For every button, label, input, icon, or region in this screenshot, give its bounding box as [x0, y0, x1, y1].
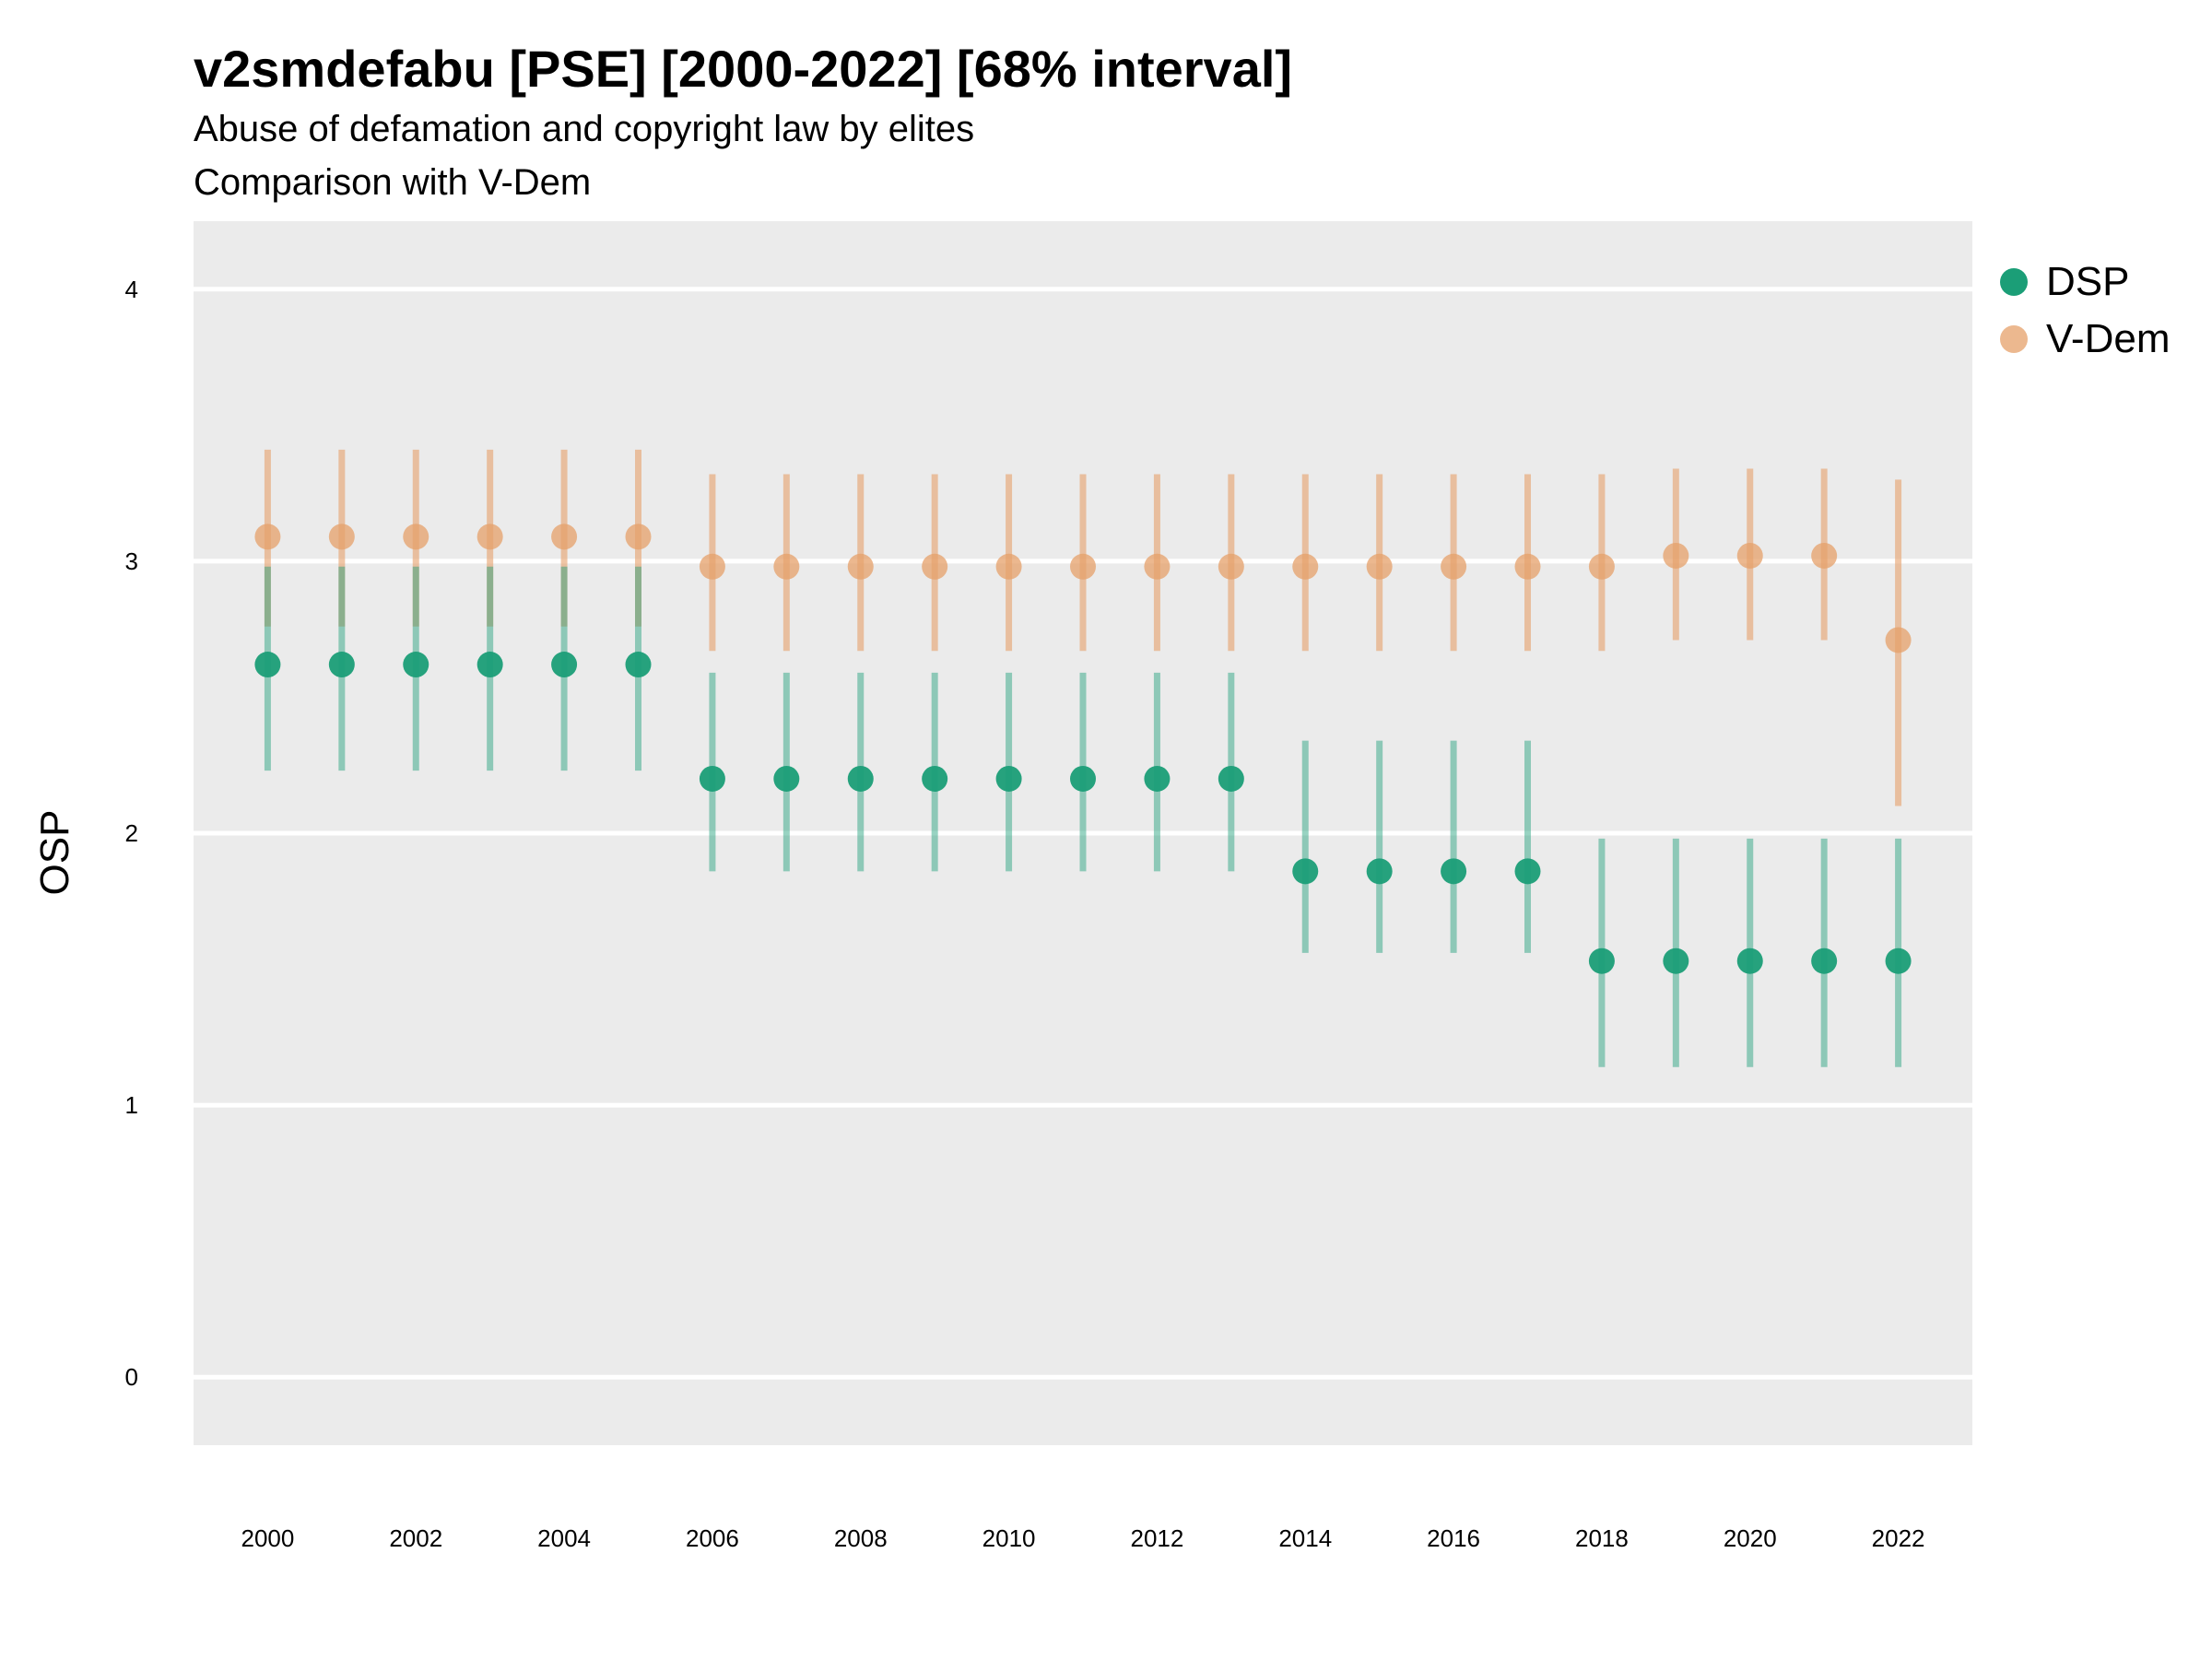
legend-key-dsp — [2000, 268, 2028, 296]
point-dsp-2011 — [1070, 765, 1096, 792]
point-dsp-2010 — [995, 765, 1022, 792]
y-tick-label-2: 2 — [125, 819, 138, 847]
x-tick-label-2012: 2012 — [1130, 1524, 1183, 1552]
point-dsp-2018 — [1588, 947, 1615, 974]
x-tick-label-2000: 2000 — [241, 1524, 294, 1552]
point-vdem-2003 — [477, 524, 503, 550]
x-tick-label-2006: 2006 — [686, 1524, 739, 1552]
point-dsp-2006 — [699, 765, 725, 792]
point-vdem-2006 — [699, 553, 725, 580]
point-vdem-2009 — [922, 553, 948, 580]
point-vdem-2007 — [773, 553, 800, 580]
x-tick-label-2008: 2008 — [834, 1524, 888, 1552]
point-vdem-2004 — [551, 524, 578, 550]
legend-item-vdem: V-Dem — [2000, 311, 2170, 368]
legend-item-dsp: DSP — [2000, 253, 2170, 311]
legend-label-vdem: V-Dem — [2046, 316, 2171, 361]
point-vdem-2010 — [995, 553, 1022, 580]
y-tick-labels: 0 1 2 3 4 — [125, 276, 138, 1391]
chart-subtitle-line-2: Comparison with V-Dem — [194, 162, 592, 203]
chart-subtitle-line-1: Abuse of defamation and copyright law by… — [194, 109, 975, 149]
x-tick-labels: 2000 2002 2004 2006 2008 2010 2012 2014 2016 2018… — [241, 1524, 1924, 1552]
legend-key-vdem — [2000, 325, 2028, 353]
data-marks — [254, 449, 1912, 1067]
point-vdem-2000 — [254, 524, 281, 550]
point-vdem-2013 — [1218, 553, 1244, 580]
y-tick-label-4: 4 — [125, 276, 138, 303]
point-dsp-2015 — [1366, 858, 1393, 885]
x-tick-label-2002: 2002 — [389, 1524, 442, 1552]
x-tick-label-2010: 2010 — [982, 1524, 1036, 1552]
chart-title: v2smdefabu [PSE] [2000-2022] [68% interv… — [194, 40, 1293, 98]
point-dsp-2000 — [254, 652, 281, 678]
point-vdem-2021 — [1811, 542, 1838, 569]
point-vdem-2016 — [1441, 553, 1467, 580]
point-vdem-2002 — [403, 524, 429, 550]
y-tick-label-3: 3 — [125, 547, 138, 575]
point-vdem-2015 — [1366, 553, 1393, 580]
point-dsp-2001 — [328, 652, 355, 678]
point-vdem-2014 — [1292, 553, 1319, 580]
point-dsp-2019 — [1663, 947, 1689, 974]
series-vdem — [254, 449, 1912, 806]
point-dsp-2014 — [1292, 858, 1319, 885]
x-tick-label-2022: 2022 — [1872, 1524, 1925, 1552]
point-dsp-2022 — [1885, 947, 1912, 974]
point-dsp-2008 — [847, 765, 874, 792]
point-dsp-2005 — [625, 652, 652, 678]
point-vdem-2011 — [1070, 553, 1096, 580]
point-vdem-2001 — [328, 524, 355, 550]
legend: DSP V-Dem — [2000, 253, 2170, 368]
point-vdem-2012 — [1144, 553, 1171, 580]
y-tick-label-0: 0 — [125, 1363, 138, 1391]
point-vdem-2020 — [1736, 542, 1763, 569]
point-dsp-2002 — [403, 652, 429, 678]
x-tick-label-2014: 2014 — [1278, 1524, 1332, 1552]
point-dsp-2013 — [1218, 765, 1244, 792]
point-dsp-2021 — [1811, 947, 1838, 974]
series-dsp — [254, 566, 1912, 1067]
point-dsp-2012 — [1144, 765, 1171, 792]
point-vdem-2018 — [1588, 553, 1615, 580]
legend-label-dsp: DSP — [2046, 259, 2130, 304]
point-vdem-2005 — [625, 524, 652, 550]
x-tick-label-2020: 2020 — [1724, 1524, 1777, 1552]
y-tick-label-1: 1 — [125, 1091, 138, 1119]
point-dsp-2003 — [477, 652, 503, 678]
point-vdem-2017 — [1514, 553, 1541, 580]
point-dsp-2017 — [1514, 858, 1541, 885]
point-dsp-2020 — [1736, 947, 1763, 974]
point-vdem-2019 — [1663, 542, 1689, 569]
x-tick-label-2018: 2018 — [1575, 1524, 1629, 1552]
point-vdem-2008 — [847, 553, 874, 580]
x-tick-label-2004: 2004 — [537, 1524, 591, 1552]
point-dsp-2016 — [1441, 858, 1467, 885]
point-dsp-2007 — [773, 765, 800, 792]
x-tick-label-2016: 2016 — [1427, 1524, 1480, 1552]
point-dsp-2004 — [551, 652, 578, 678]
point-vdem-2022 — [1885, 627, 1912, 653]
point-dsp-2009 — [922, 765, 948, 792]
